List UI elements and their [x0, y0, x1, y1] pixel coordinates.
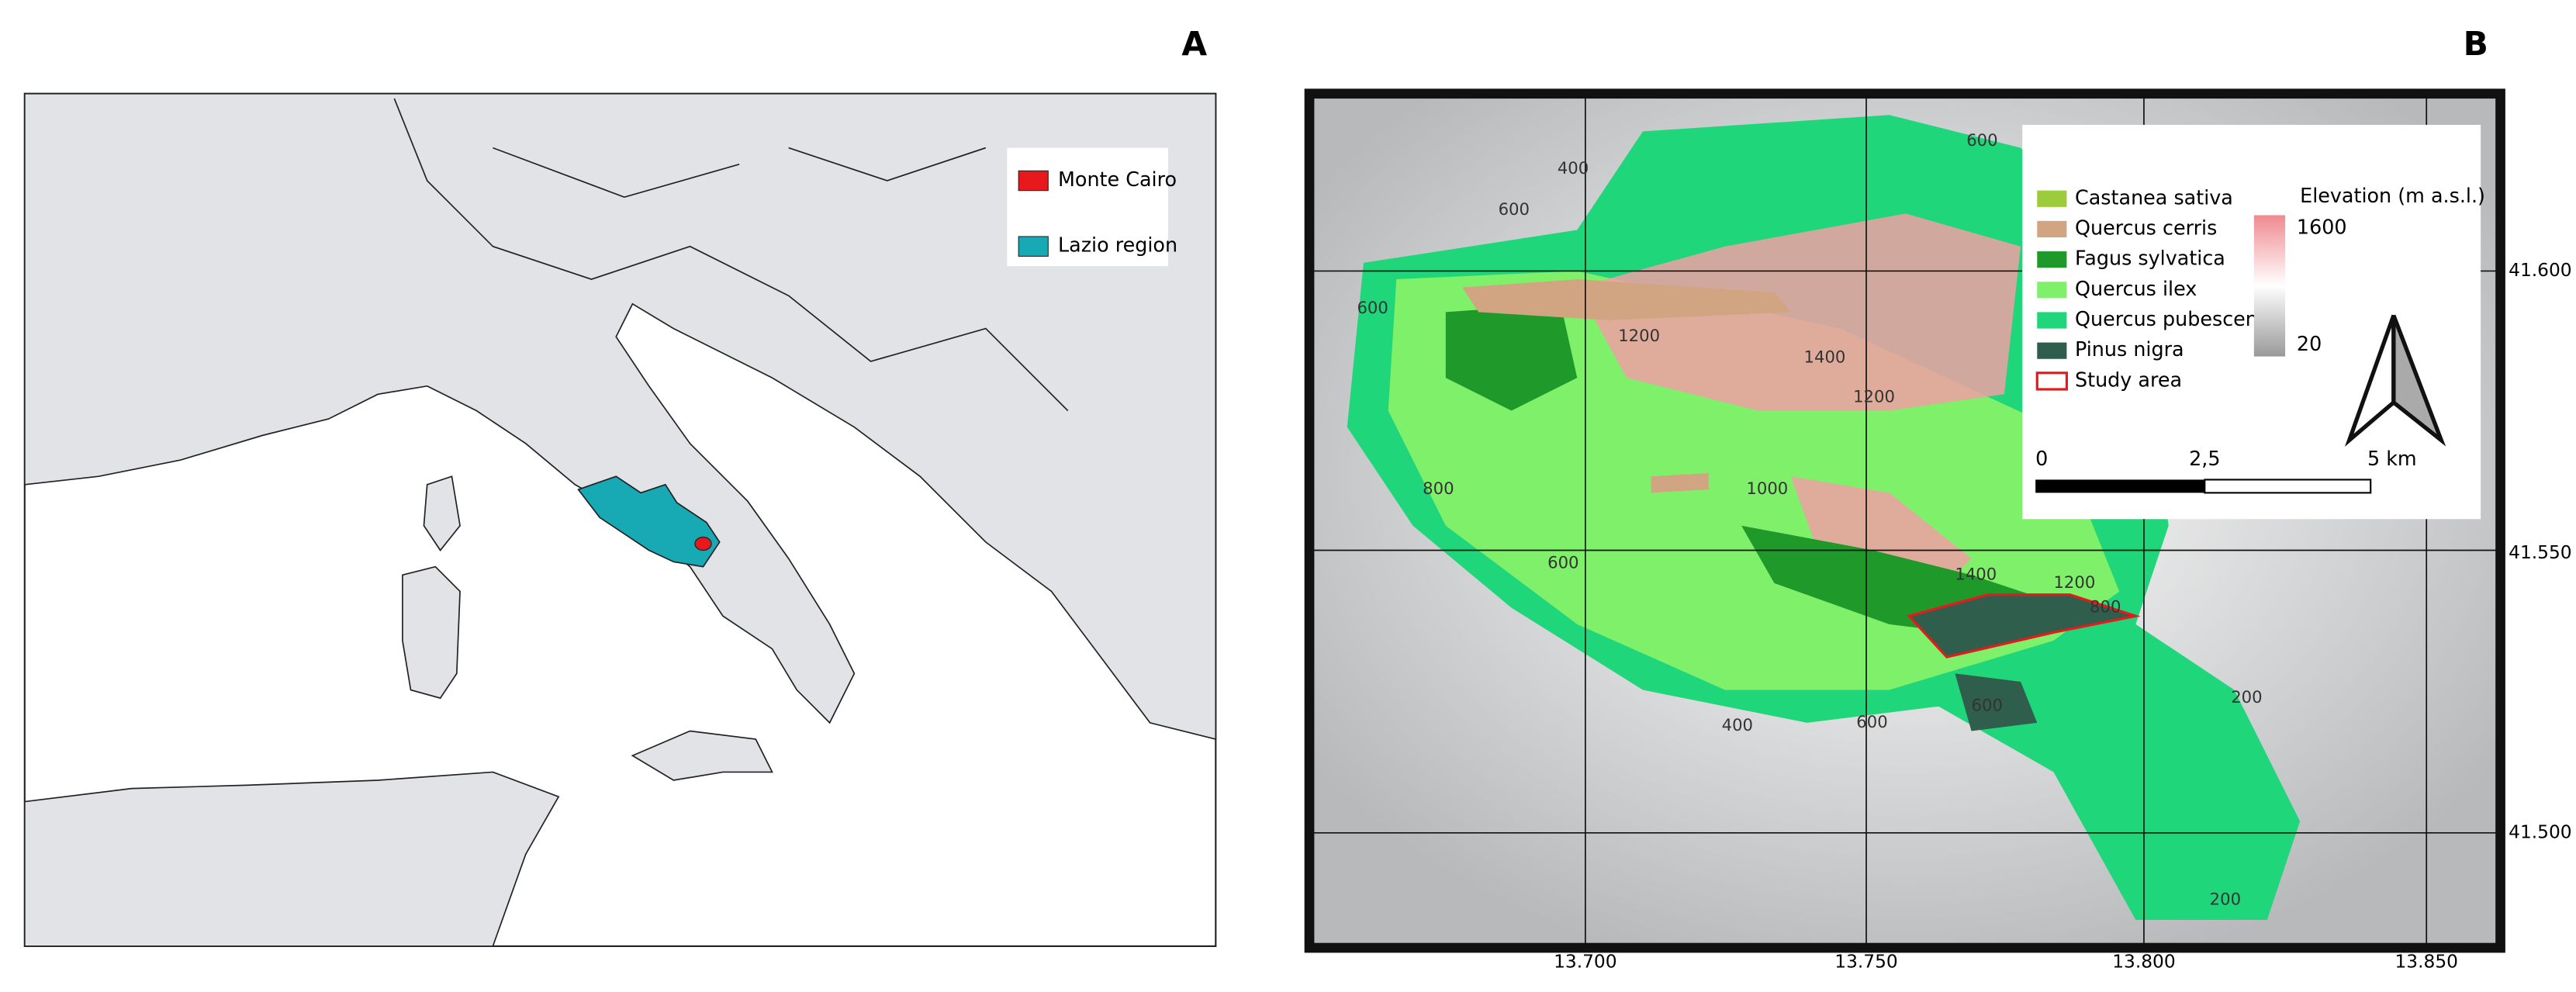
legend-label: Pinus nigra	[2075, 337, 2184, 361]
monte-cairo	[694, 536, 712, 551]
map-a: Monte Cairo Lazio region	[23, 92, 1217, 947]
contour-label: 1200	[2053, 572, 2095, 592]
north-arrow	[2391, 314, 2446, 447]
x-coordinate: 13.700	[1554, 952, 1616, 973]
contour-label: 600	[1547, 552, 1578, 572]
contour-label: 1200	[1853, 387, 1895, 406]
coordinate-labels: 13.700 13.750 13.800 13.850 41.600 41.550 41.5…	[1554, 260, 2571, 973]
legend: Monte Cairo Lazio region	[1018, 168, 1177, 257]
borders	[393, 98, 1069, 412]
legend-swatch	[2037, 282, 2067, 299]
forest-pinus	[1955, 673, 2038, 731]
panel-label: B	[2464, 25, 2488, 63]
legend-label: Quercus ilex	[2075, 277, 2197, 300]
study-area	[1907, 593, 2141, 658]
legend-swatch	[1018, 236, 1049, 257]
legend-label: Quercus pubescens	[2075, 307, 2268, 330]
scale-label: 0	[2035, 447, 2048, 470]
elevation-min: 20	[2297, 332, 2322, 355]
y-coordinate: 41.500	[2509, 821, 2571, 842]
legend-swatch	[2037, 190, 2067, 207]
contour-label: 800	[2090, 597, 2121, 617]
elevation-title: Elevation (m a.s.l.)	[2300, 184, 2485, 207]
contour-label: 200	[2210, 890, 2241, 909]
map-b: 600 400 600 600 1200 1400 1200 1000 800 600 1400 12…	[1304, 88, 2572, 973]
legend-label: Study area	[2075, 368, 2182, 391]
contour-label: 200	[2231, 687, 2262, 707]
legend-swatch	[1018, 170, 1049, 192]
legend-label: Quercus cerris	[2075, 216, 2217, 239]
legend-swatch	[2037, 220, 2067, 238]
panel-label: A	[1181, 25, 1207, 63]
scale-labels: 0 2,5 5 km	[2035, 447, 2417, 470]
land-africa	[23, 771, 560, 947]
legend-box	[2022, 124, 2481, 520]
land-sardinia	[402, 565, 461, 700]
contour-label: 800	[1423, 479, 1454, 498]
y-coordinate: 41.550	[2509, 542, 2571, 563]
scale-label: 5 km	[2367, 447, 2417, 470]
elevation-max: 1600	[2297, 215, 2347, 238]
contour-label: 600	[1966, 130, 1997, 150]
y-coordinate: 41.600	[2509, 260, 2571, 281]
contour-label: 1400	[1955, 564, 1997, 583]
land-corsica	[423, 475, 461, 551]
contour-label: 400	[1722, 715, 1753, 734]
contour-label: 600	[1499, 199, 1530, 219]
legend-label: Lazio region	[1058, 233, 1177, 257]
legend-swatch	[2037, 342, 2067, 359]
scale-bar	[2204, 479, 2372, 494]
contour-label: 1400	[1804, 347, 1846, 367]
contour-labels: 600 400 600 600 1200 1400 1200 1000 800 600 1400 12…	[1357, 130, 2262, 908]
contour-label: 600	[1357, 298, 1388, 317]
legend-label: Monte Cairo	[1058, 168, 1177, 191]
legend-swatch	[2037, 251, 2067, 268]
x-coordinate: 13.850	[2394, 952, 2457, 973]
legend: Castanea sativa Quercus cerris Fagus sylva…	[2035, 185, 2268, 391]
land-sicily	[631, 730, 773, 781]
contour-label: 1000	[1746, 479, 1788, 498]
legend-label: Fagus sylvatica	[2075, 247, 2225, 270]
x-coordinate: 13.750	[1834, 952, 1897, 973]
elevation-ramp	[2253, 215, 2286, 357]
forest-cerris	[1462, 279, 1791, 493]
legend-swatch	[2035, 372, 2068, 391]
contour-label: 400	[1558, 158, 1589, 178]
x-coordinate: 13.800	[2112, 952, 2175, 973]
scale-bar	[2035, 479, 2205, 493]
contour-label: 600	[1856, 712, 1887, 731]
contour-label: 1200	[1618, 326, 1660, 345]
land-europe	[23, 92, 1217, 741]
map-frame	[1304, 88, 2505, 953]
legend-swatch	[2037, 312, 2067, 329]
lazio-region	[577, 475, 721, 568]
graticule	[1309, 93, 2501, 949]
legend-label: Castanea sativa	[2075, 185, 2233, 209]
contour-label: 600	[1972, 696, 2003, 715]
scale-label: 2,5	[2189, 447, 2220, 470]
